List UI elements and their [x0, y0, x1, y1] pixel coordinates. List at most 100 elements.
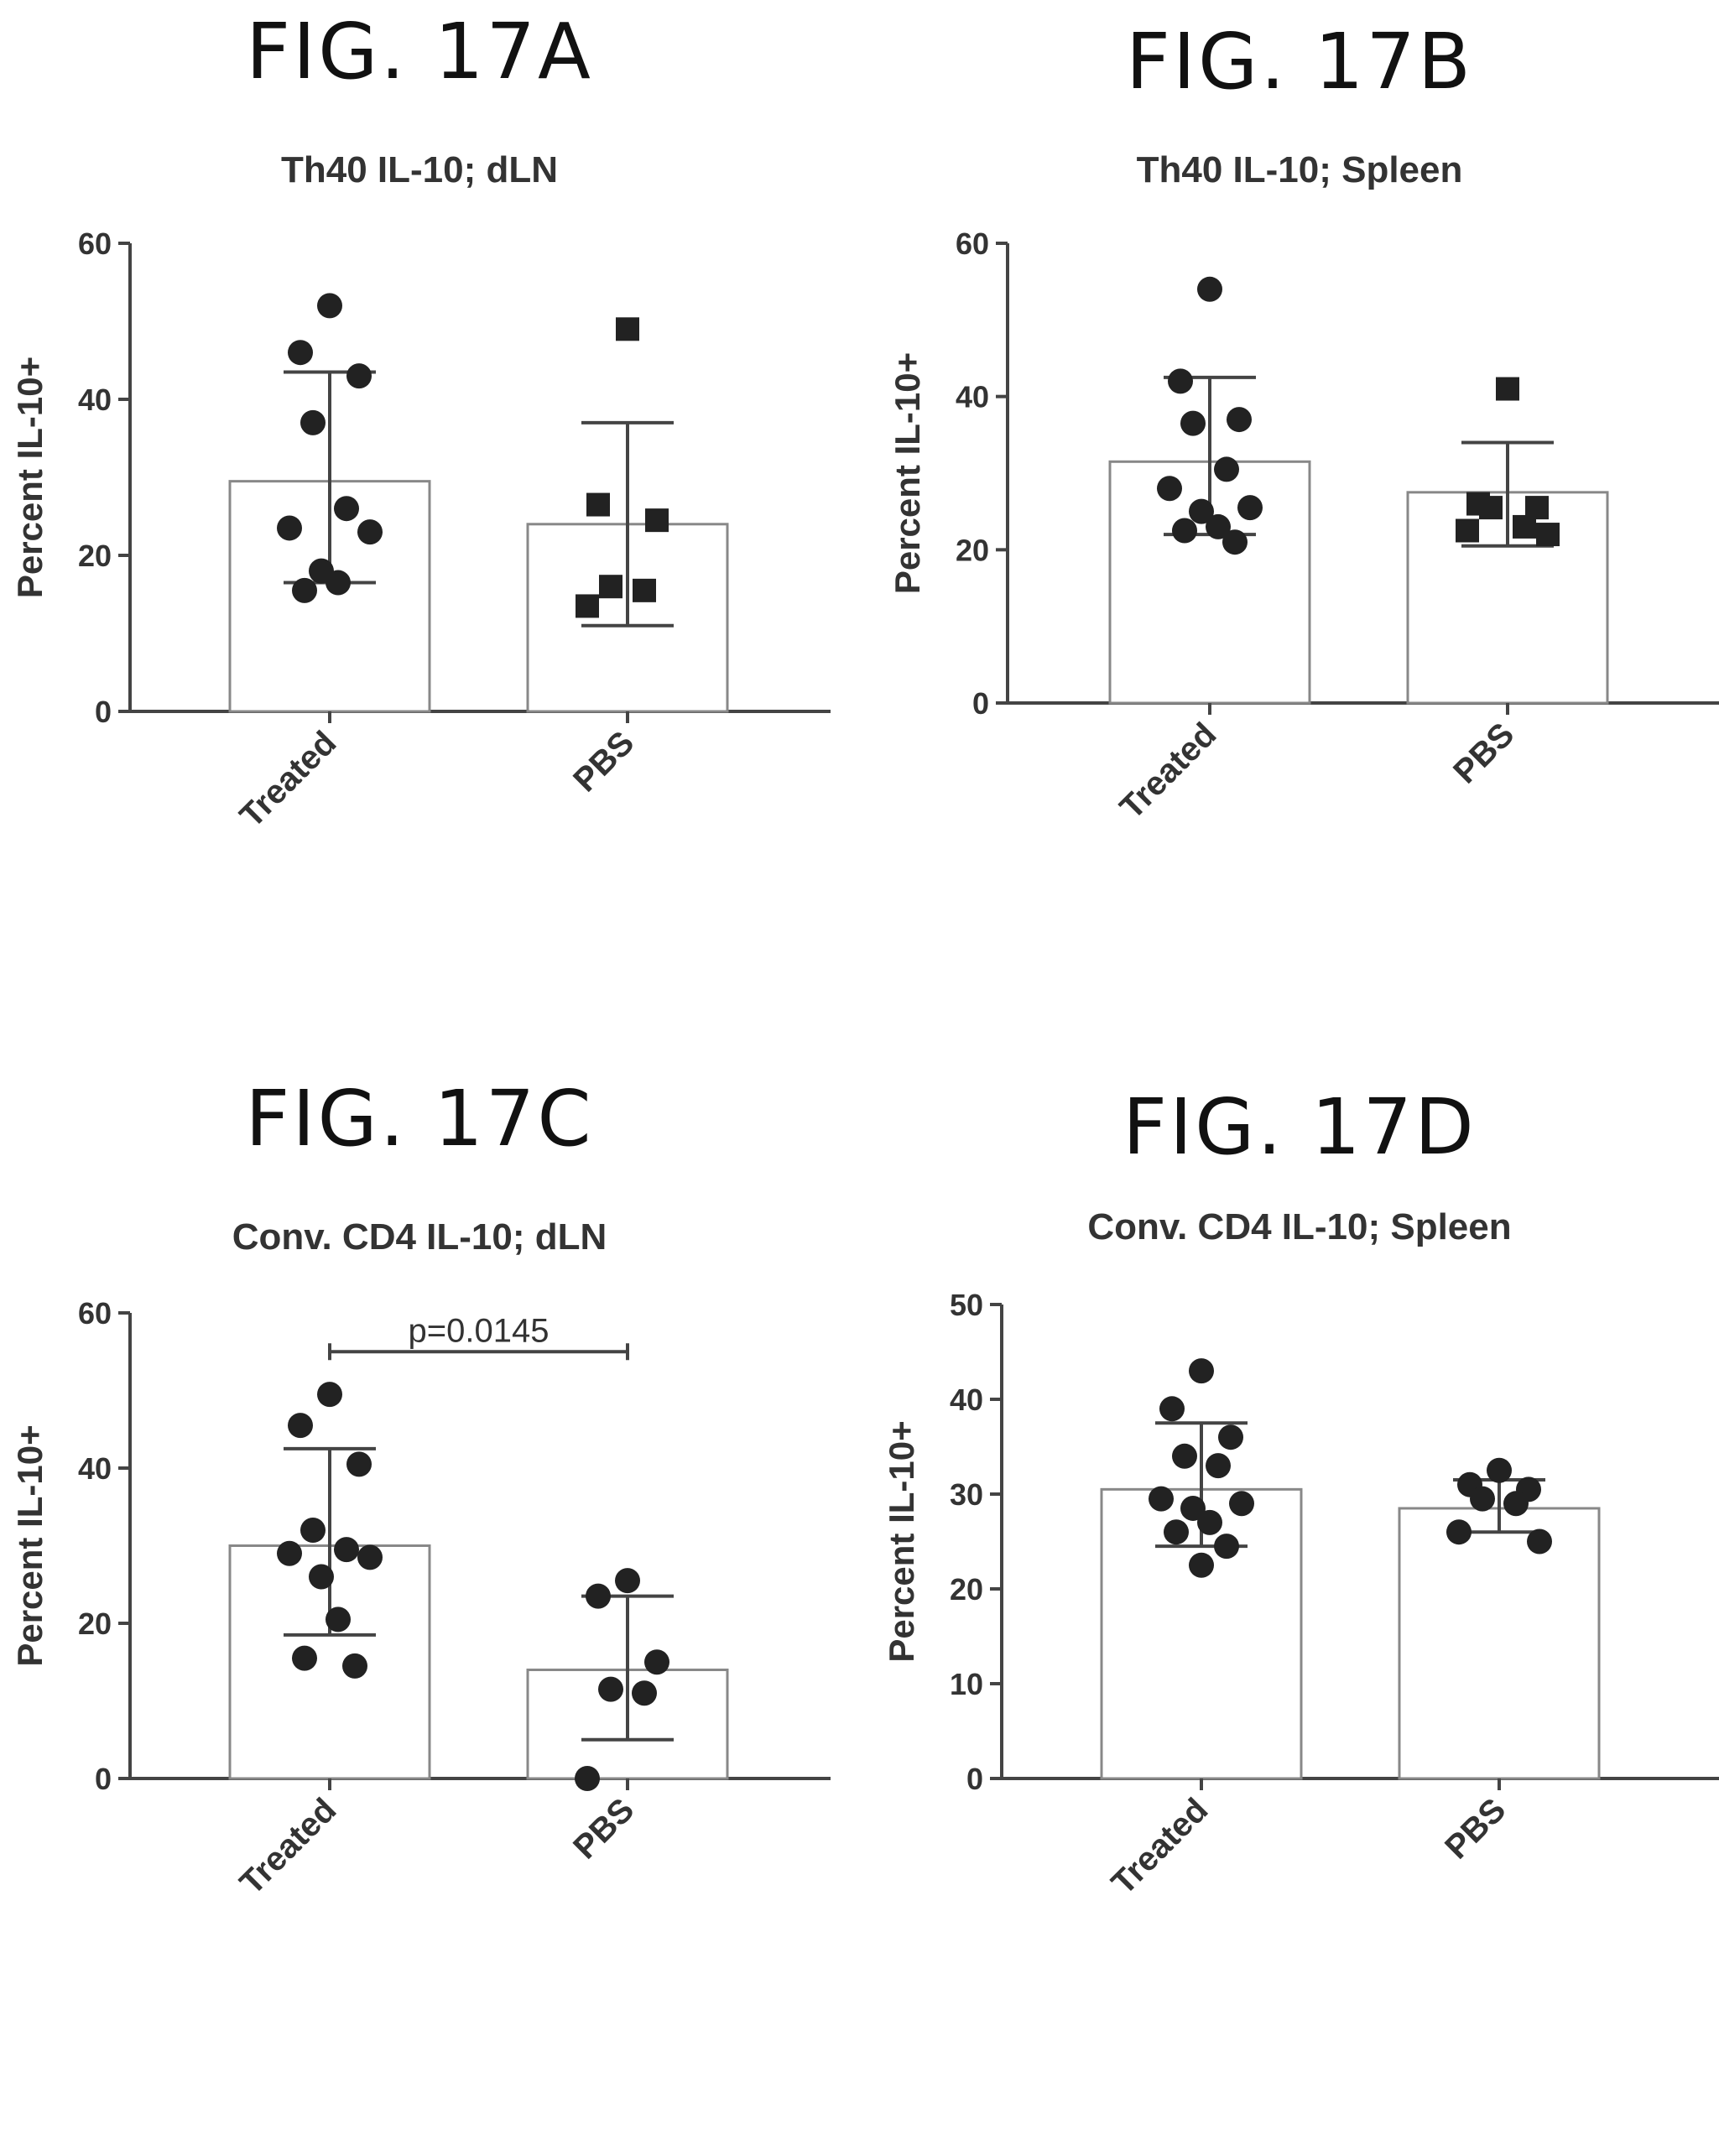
y-tick-label: 60: [78, 227, 112, 261]
y-tick-label: 20: [950, 1572, 983, 1607]
data-point: [1180, 1495, 1206, 1521]
data-point: [346, 1451, 372, 1477]
data-point: [1189, 1552, 1214, 1578]
figure-label: FIG. 17A: [246, 7, 593, 96]
data-point: [326, 1607, 351, 1633]
data-point: [598, 1676, 623, 1702]
y-tick-label: 0: [972, 686, 989, 721]
x-tick-label: PBS: [1438, 1791, 1513, 1866]
data-point: [1536, 523, 1560, 547]
data-point: [1159, 1396, 1185, 1422]
x-tick-label: Treated: [233, 1791, 344, 1902]
y-tick-label: 50: [950, 1288, 983, 1322]
data-point: [1513, 514, 1536, 539]
data-point: [292, 1645, 317, 1671]
y-tick-label: 60: [956, 227, 989, 261]
y-tick-label: 20: [78, 1607, 112, 1641]
y-axis-label: Percent IL-10+: [888, 352, 927, 594]
data-point: [300, 409, 326, 435]
data-point: [1227, 407, 1252, 433]
p-value-label: p=0.0145: [409, 1312, 550, 1349]
data-point: [1164, 1519, 1189, 1545]
data-point: [633, 578, 656, 602]
data-point: [645, 508, 669, 533]
data-point: [615, 1568, 640, 1594]
data-point: [586, 1583, 611, 1609]
x-tick-label: PBS: [1446, 716, 1521, 790]
data-point: [1189, 498, 1214, 524]
y-tick-label: 0: [95, 1762, 112, 1796]
y-tick-label: 30: [950, 1477, 983, 1512]
y-tick-label: 60: [78, 1296, 112, 1331]
data-point: [317, 293, 342, 319]
y-tick-label: 40: [78, 383, 112, 417]
y-tick-label: 0: [95, 695, 112, 729]
data-point: [1237, 495, 1263, 521]
data-point: [317, 1382, 342, 1408]
data-point: [1456, 518, 1479, 543]
data-point: [575, 1766, 600, 1791]
chart-17c: 0 20 40 60 Percent IL-10+ Treated PBS p=0.0145: [10, 1296, 831, 1902]
y-tick-label: 0: [966, 1762, 983, 1796]
data-point: [1214, 1534, 1239, 1560]
figure-label: FIG. 17C: [245, 1074, 594, 1164]
data-point: [288, 340, 313, 366]
data-point: [1479, 496, 1503, 520]
chart-title: Th40 IL-10; Spleen: [1136, 149, 1463, 190]
chart-17d: 0 10 20 30 40 50 Percent IL-10+ Treated PBS: [882, 1288, 1719, 1902]
data-point: [326, 570, 351, 596]
data-point: [309, 1564, 334, 1590]
data-point: [1229, 1491, 1254, 1517]
data-point: [616, 317, 639, 341]
data-point: [1172, 1443, 1197, 1469]
data-point: [1172, 518, 1197, 544]
data-point: [1487, 1457, 1512, 1483]
y-axis-label: Percent IL-10+: [10, 357, 49, 598]
data-point: [334, 1537, 359, 1563]
data-point: [357, 519, 383, 545]
data-point: [576, 594, 599, 618]
y-axis-label: Percent IL-10+: [882, 1420, 921, 1662]
data-point: [277, 1540, 302, 1566]
data-point: [346, 363, 372, 389]
data-point: [586, 492, 610, 517]
chart-title: Conv. CD4 IL-10; Spleen: [1087, 1206, 1512, 1247]
data-point: [1470, 1486, 1495, 1512]
data-point: [599, 575, 622, 599]
x-tick-label: PBS: [566, 1791, 641, 1866]
data-point: [300, 1518, 326, 1543]
data-point: [357, 1544, 383, 1570]
figure-label: FIG. 17B: [1125, 17, 1473, 107]
data-point: [277, 515, 302, 541]
data-point: [334, 496, 359, 522]
y-tick-label: 40: [78, 1451, 112, 1486]
data-point: [342, 1653, 367, 1679]
y-tick-label: 10: [950, 1667, 983, 1701]
data-point: [1496, 377, 1519, 401]
y-tick-label: 40: [956, 380, 989, 414]
y-axis-label: Percent IL-10+: [10, 1424, 49, 1666]
chart-title: Th40 IL-10; dLN: [280, 149, 559, 190]
x-tick-label: Treated: [1105, 1791, 1216, 1902]
data-point: [1527, 1528, 1552, 1555]
chart-title: Conv. CD4 IL-10; dLN: [232, 1216, 607, 1258]
data-point: [1197, 1509, 1222, 1535]
chart-17b: 0 20 40 60 Percent IL-10+ Treated PBS: [888, 227, 1719, 826]
data-point: [1206, 1453, 1231, 1479]
data-point: [1503, 1491, 1529, 1517]
y-tick-label: 40: [950, 1383, 983, 1417]
data-point: [632, 1680, 657, 1706]
data-point: [1157, 476, 1182, 502]
data-point: [1168, 368, 1193, 394]
x-tick-label: PBS: [566, 724, 641, 799]
y-tick-label: 20: [956, 533, 989, 567]
data-point: [1206, 513, 1231, 539]
x-tick-label: Treated: [233, 724, 344, 835]
data-point: [1149, 1486, 1174, 1512]
y-tick-label: 20: [78, 539, 112, 573]
data-point: [1222, 529, 1248, 555]
figure-label: FIG. 17D: [1123, 1082, 1477, 1172]
data-point: [1180, 410, 1206, 436]
data-point: [1189, 1358, 1214, 1384]
data-point: [1214, 456, 1239, 482]
